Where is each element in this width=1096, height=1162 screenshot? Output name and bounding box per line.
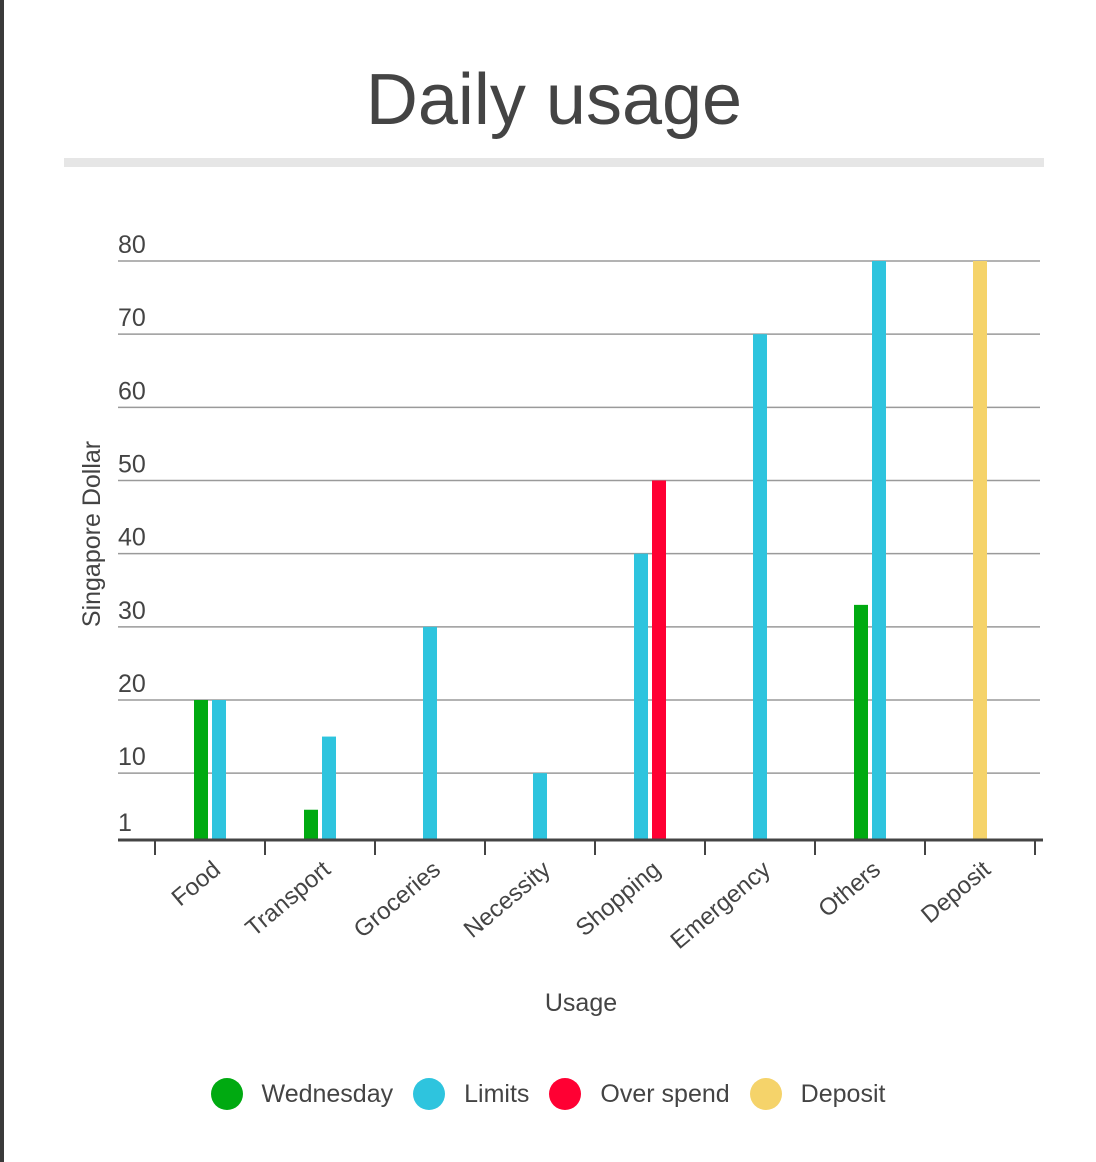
legend-label: Wednesday: [261, 1079, 394, 1108]
legend-label: Limits: [464, 1079, 530, 1108]
y-tick-label: 10: [118, 743, 146, 771]
chart-title: Daily usage: [365, 60, 743, 140]
y-tick-label: 60: [118, 377, 146, 405]
bars: [194, 261, 987, 839]
gridlines: [118, 260, 1040, 774]
x-tick-label: Transport: [241, 856, 337, 942]
legend: Wednesday Limits Over spend Deposit: [0, 1072, 1096, 1116]
x-tick-label: Deposit: [916, 856, 996, 929]
axis-labels: 1 10 20 30 40 50 60 70 80 Food Transport Groceries N…: [118, 231, 996, 955]
legend-swatch: [413, 1078, 446, 1110]
y-tick-label: 1: [118, 809, 132, 837]
y-tick-label: 30: [118, 597, 146, 625]
x-axis-label: Usage: [545, 989, 617, 1017]
y-tick-label: 80: [118, 231, 146, 259]
bar-limits-others: [872, 261, 886, 839]
legend-item: Limits: [413, 1078, 529, 1110]
bar-wednesday-food: [194, 699, 208, 839]
bar-limits-groceries: [423, 626, 437, 839]
bar-limits-emergency: [753, 334, 767, 839]
bar-wednesday-transport: [304, 809, 318, 839]
x-tick-label: Food: [167, 856, 226, 912]
axes: [118, 838, 1043, 855]
legend-swatch: [749, 1078, 782, 1110]
legend-label: Deposit: [800, 1079, 886, 1108]
legend-item: Wednesday: [210, 1078, 394, 1110]
x-tick-label: Necessity: [459, 856, 556, 944]
x-tick-label: Others: [813, 856, 886, 923]
legend-label: Over spend: [600, 1079, 730, 1108]
legend-swatch: [549, 1078, 582, 1110]
bar-wednesday-others: [854, 604, 868, 839]
legend-swatch: [210, 1078, 243, 1110]
bar-limits-necessity: [533, 773, 547, 839]
x-tick-label: Groceries: [349, 856, 446, 944]
window-left-edge: [0, 0, 4, 1162]
y-tick-label: 40: [118, 524, 146, 552]
title-divider: [64, 158, 1044, 167]
y-axis-label: Singapore Dollar: [78, 441, 106, 627]
bar-limits-food: [212, 699, 226, 839]
bar-limits-shopping: [634, 553, 648, 839]
bar-over-spend-shopping: [652, 480, 666, 839]
x-tick-label: Emergency: [666, 856, 776, 955]
x-tick-label: Shopping: [571, 856, 666, 942]
y-tick-label: 70: [118, 304, 146, 332]
bar-deposit-deposit: [973, 261, 987, 839]
legend-item: Over spend: [549, 1078, 730, 1110]
legend-item: Deposit: [749, 1078, 886, 1110]
bar-limits-transport: [322, 736, 336, 839]
y-tick-label: 20: [118, 670, 146, 698]
y-tick-label: 50: [118, 450, 146, 478]
